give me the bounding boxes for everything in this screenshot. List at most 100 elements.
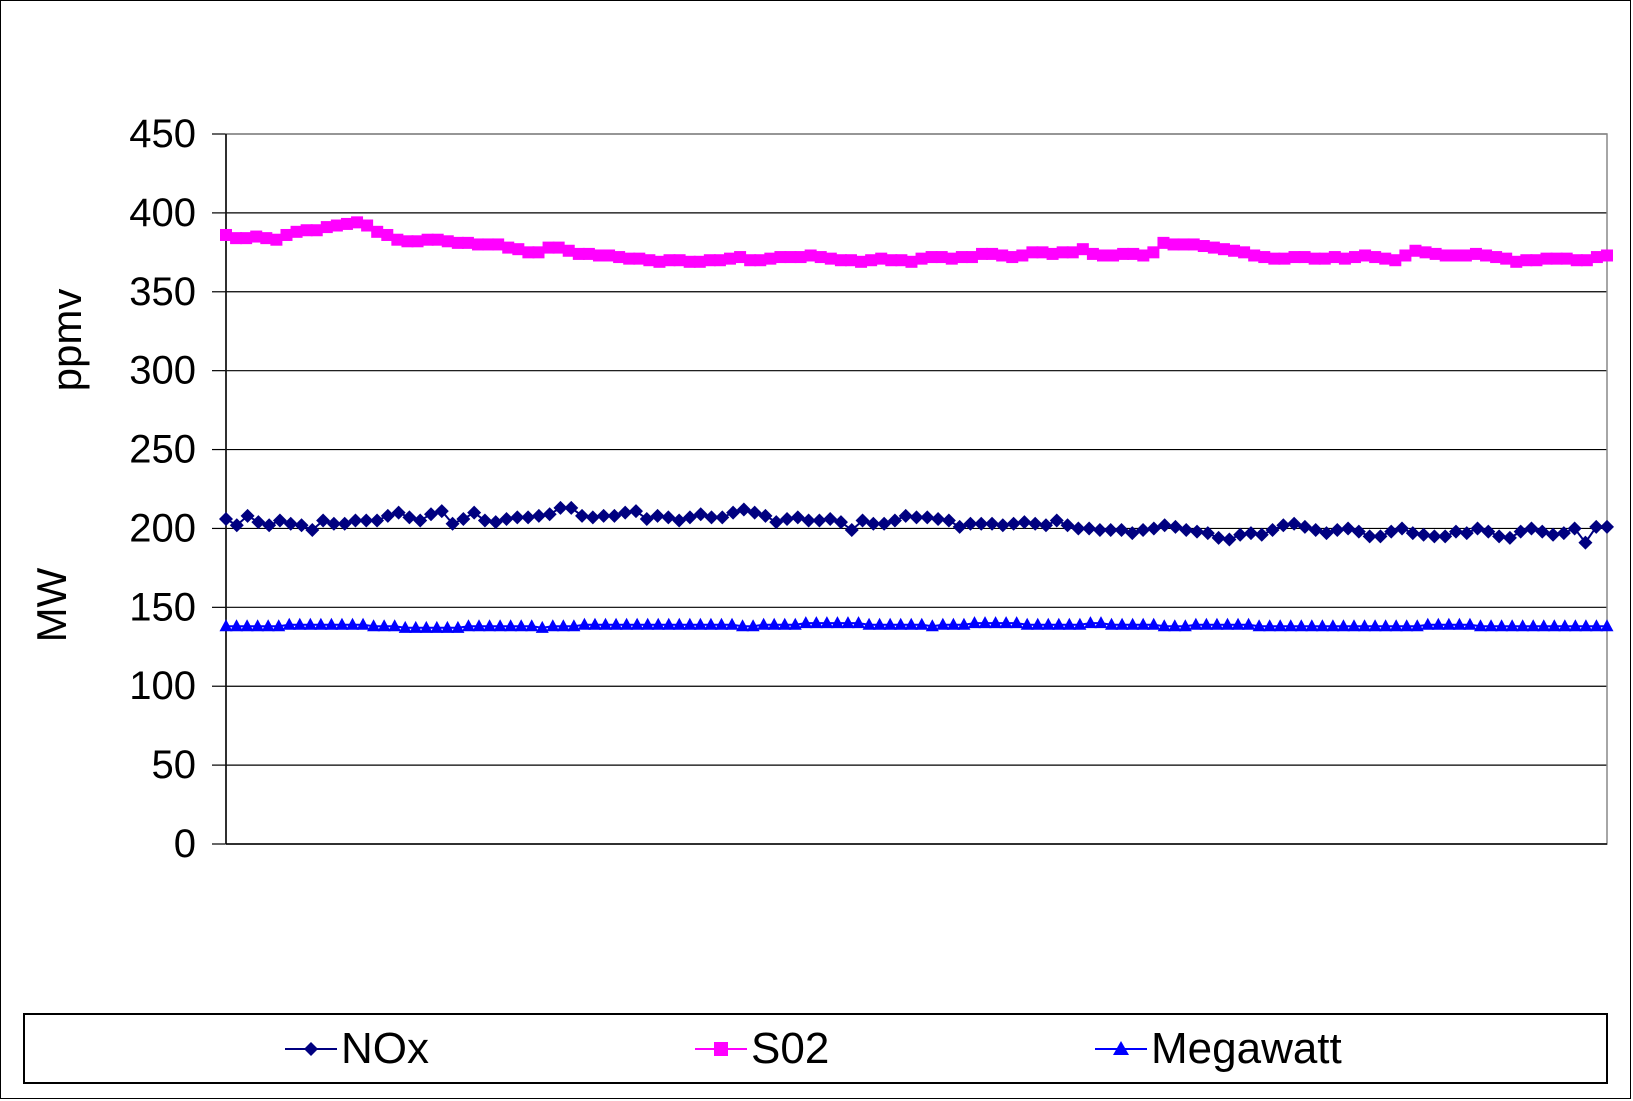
data-point-megawatt [483,619,497,632]
legend-label-nox: NOx [341,1023,429,1073]
data-point-s02 [1601,249,1613,262]
data-point-nox [1524,521,1539,536]
data-point-nox [1351,524,1366,539]
data-point-s02 [1228,244,1241,257]
data-point-nox [693,507,708,522]
data-point-s02 [351,216,364,229]
data-point-s02 [683,255,696,268]
data-point-megawatt [1094,616,1108,629]
data-point-s02 [1217,243,1230,256]
data-point-s02 [804,249,817,262]
y-tick-label: 300 [129,349,196,393]
data-point-megawatt [1115,617,1129,630]
data-point-s02 [240,232,253,245]
data-point-megawatt [641,617,655,630]
data-point-megawatt [472,619,486,632]
data-point-s02 [592,249,605,262]
data-point-s02 [421,233,434,246]
data-point-nox [639,511,654,526]
data-point-s02 [1389,254,1402,267]
data-point-megawatt [599,617,613,630]
data-point-megawatt [1052,617,1066,630]
data-point-nox [1600,519,1614,534]
data-point-s02 [250,230,263,243]
data-point-s02 [492,238,505,251]
data-point-nox [531,508,546,523]
data-point-megawatt [577,617,591,630]
y-tick-label: 450 [129,112,196,156]
data-point-s02 [623,252,636,265]
data-point-s02 [381,228,394,241]
data-point-nox [219,511,233,526]
data-point-s02 [1449,249,1462,262]
data-point-s02 [1207,241,1220,254]
data-point-s02 [1328,251,1341,264]
data-point-s02 [260,232,273,245]
data-point-megawatt [736,619,750,632]
data-point-nox [1136,523,1151,538]
data-point-nox [1082,521,1097,536]
data-point-megawatt [936,617,950,630]
data-point-s02 [703,254,716,267]
data-point-s02 [1500,252,1513,265]
data-point-nox [780,511,795,526]
data-point-s02 [270,233,283,246]
data-point-nox [1373,529,1388,544]
data-point-megawatt [967,616,981,629]
data-point-s02 [371,225,384,238]
data-point-s02 [774,251,787,264]
data-point-megawatt [830,616,844,629]
data-point-s02 [300,224,313,237]
legend-marker-megawatt-icon [1095,1040,1147,1055]
data-point-s02 [1490,251,1503,264]
data-point-megawatt [1231,617,1245,630]
data-point-s02 [230,232,243,245]
data-point-megawatt [1199,617,1213,630]
data-point-megawatt [1537,619,1551,632]
data-point-nox [995,518,1010,533]
data-point-s02 [673,254,686,267]
data-point-megawatt [240,619,254,632]
data-point-nox [488,515,503,530]
data-point-nox [1222,532,1237,547]
data-point-nox [898,508,913,523]
data-point-megawatt [757,617,771,630]
data-point-megawatt [1105,617,1119,630]
data-point-nox [1427,529,1442,544]
data-point-megawatt [409,620,423,633]
data-point-nox [380,508,395,523]
data-point-megawatt [1336,619,1350,632]
data-point-s02 [1026,246,1039,259]
data-point-nox [1028,516,1043,531]
data-point-s02 [855,255,868,268]
line-chart: 0 50 100 150 200 250 300 350 400 450 ppmv MW [28,112,1614,866]
data-point-s02 [1469,247,1482,260]
data-point-nox [985,516,1000,531]
data-point-s02 [875,252,888,265]
data-point-s02 [1238,246,1251,259]
data-point-nox [1233,527,1248,542]
series-nox [219,500,1614,550]
data-point-megawatt [1379,619,1393,632]
data-point-s02 [522,246,535,259]
data-point-nox [1502,530,1517,545]
data-point-megawatt [314,617,328,630]
data-point-nox [618,505,633,520]
data-point-megawatt [377,619,391,632]
data-point-s02 [754,254,767,267]
data-point-megawatt [261,619,275,632]
data-point-nox [305,523,320,538]
data-point-megawatt [999,616,1013,629]
data-point-s02 [1510,255,1523,268]
data-point-megawatt [978,616,992,629]
data-point-s02 [1399,249,1412,262]
data-point-nox [1416,527,1431,542]
data-point-megawatt [451,620,465,633]
data-point-s02 [794,251,807,264]
data-point-megawatt [1526,619,1540,632]
data-point-nox [585,510,600,525]
data-point-s02 [905,255,918,268]
data-point-megawatt [1220,617,1234,630]
data-point-s02 [613,251,626,264]
